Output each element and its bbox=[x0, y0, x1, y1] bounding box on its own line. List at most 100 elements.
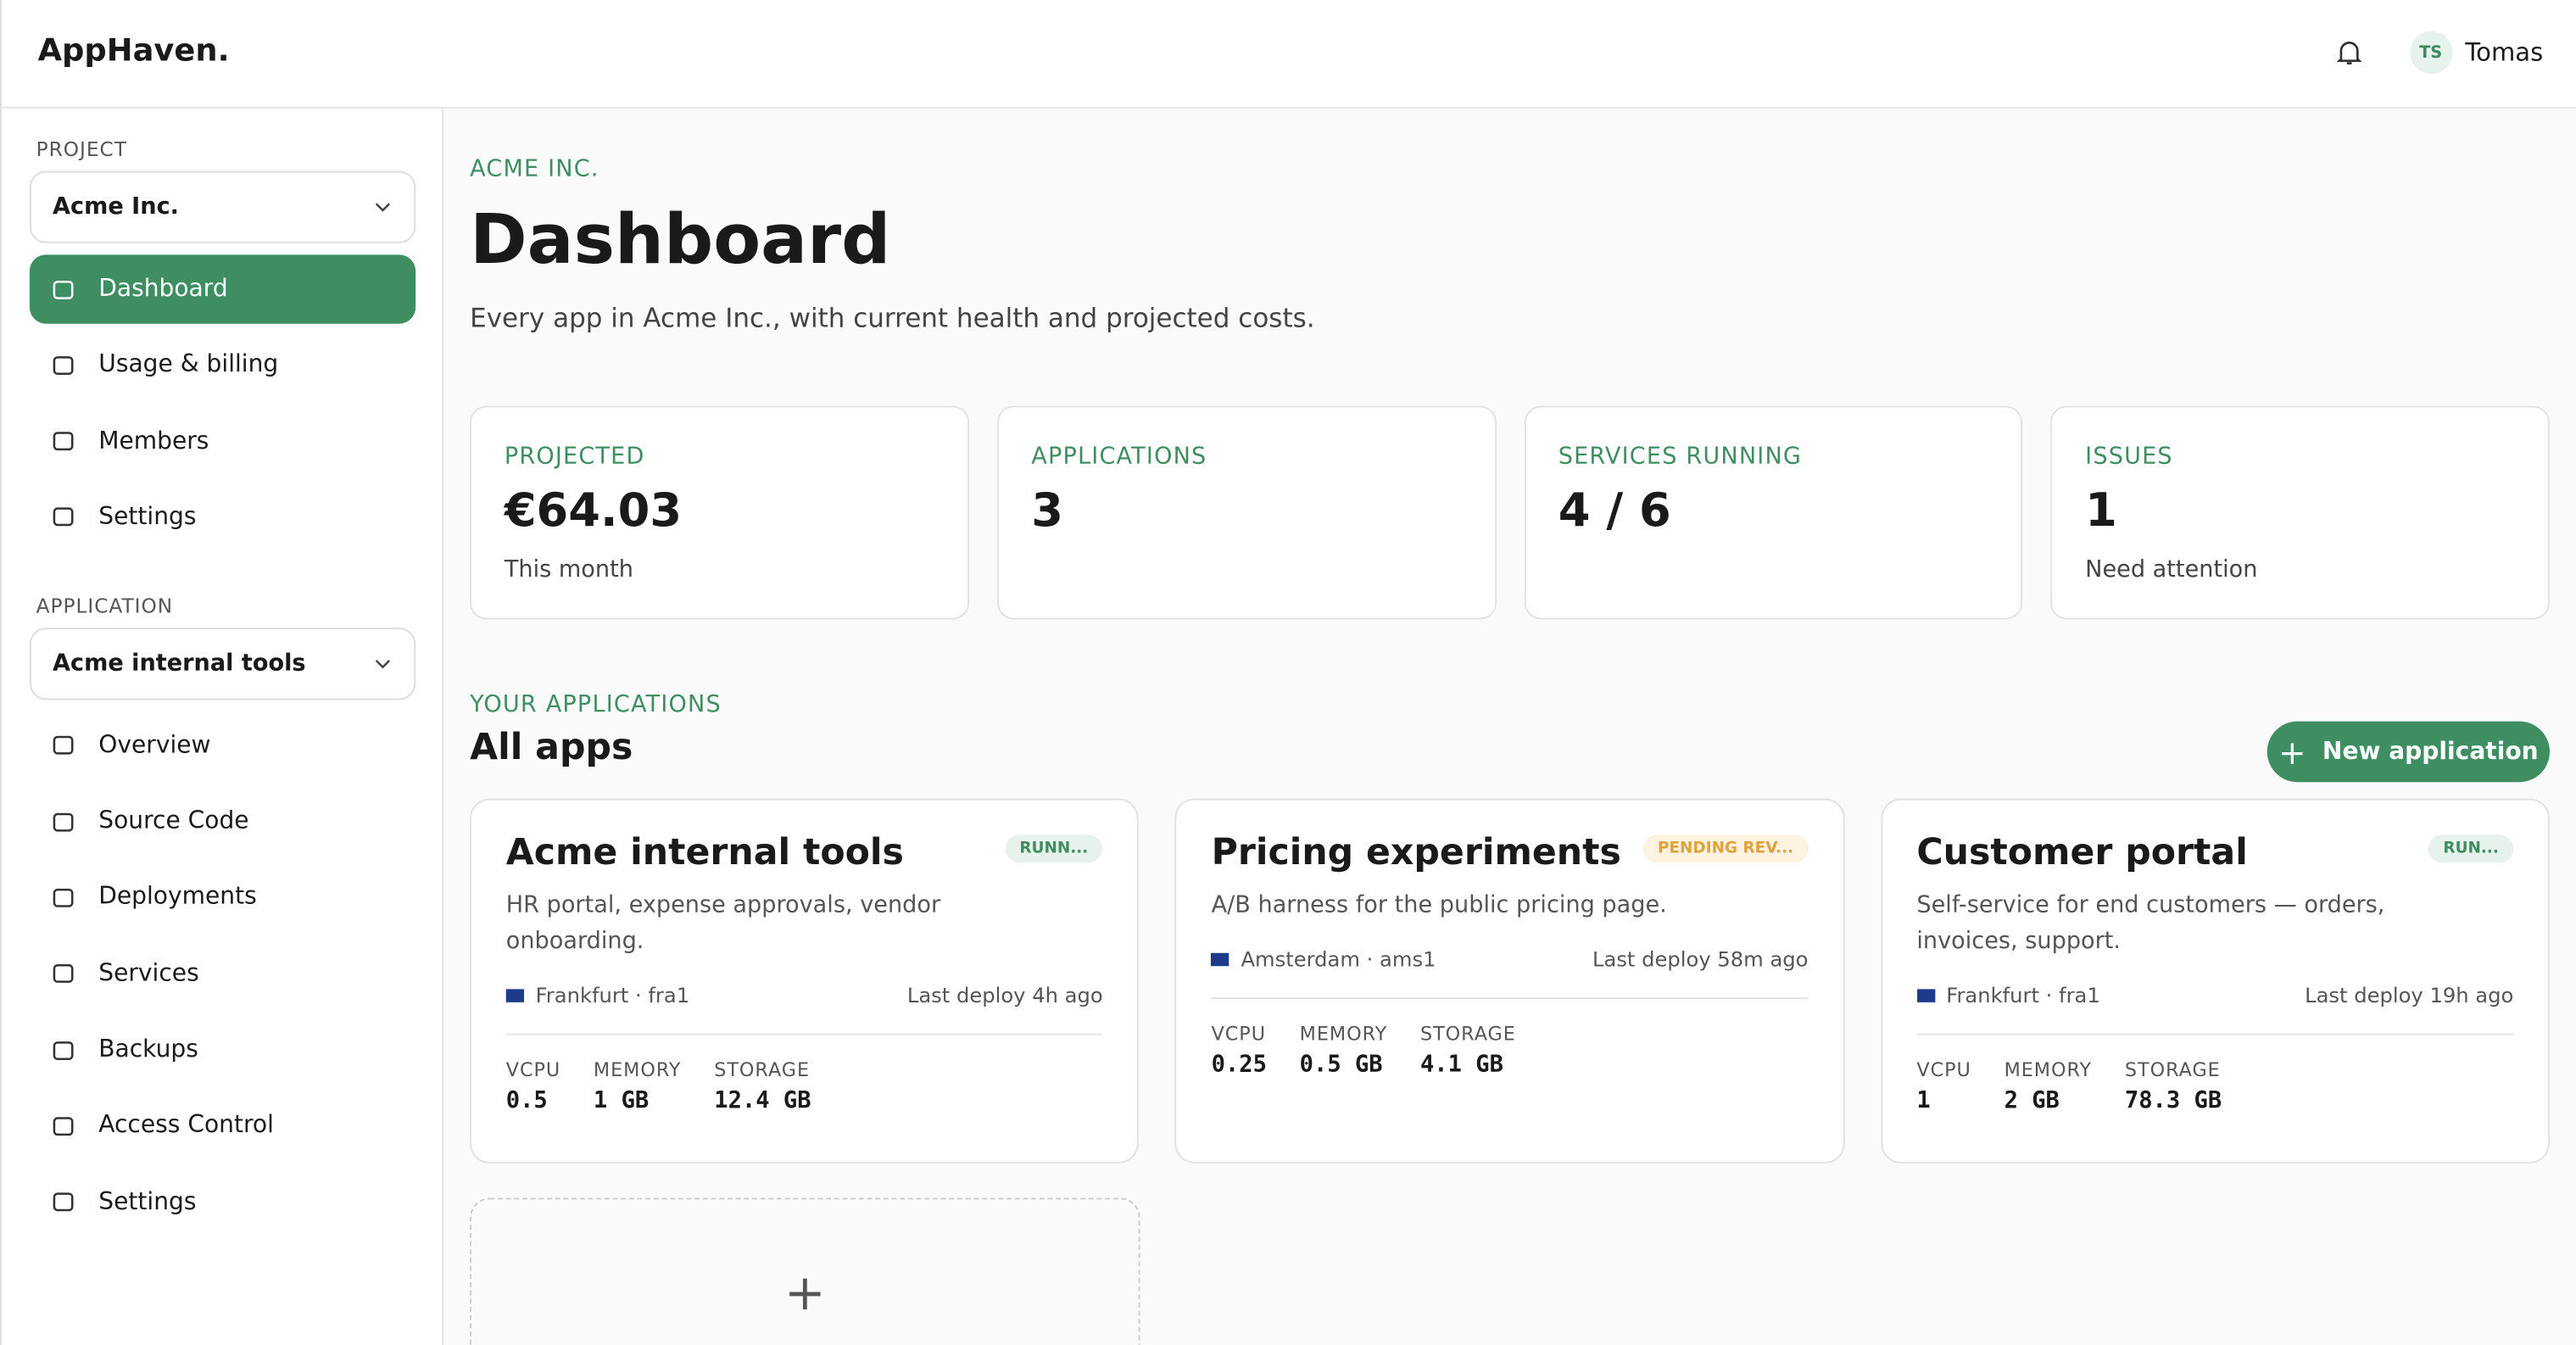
new-app-button[interactable]: + New application bbox=[2267, 721, 2550, 783]
nav-item[interactable]: Source Code bbox=[30, 787, 415, 856]
nav-item[interactable]: Usage & billing bbox=[30, 331, 415, 399]
nav-item[interactable]: Dashboard bbox=[29, 254, 416, 324]
user-name[interactable]: Tomas bbox=[2465, 37, 2544, 68]
spec-value: 12.4 GB bbox=[714, 1087, 811, 1114]
last-deploy: Last deploy 19h ago bbox=[2305, 982, 2514, 1007]
project-select[interactable]: Acme Inc. bbox=[29, 170, 416, 243]
nav-label: Access Control bbox=[98, 1113, 274, 1140]
location-text: Amsterdam · ams1 bbox=[1241, 946, 1436, 972]
nav-label: Settings bbox=[98, 1189, 197, 1216]
stat-note: This month bbox=[504, 556, 633, 583]
nav-label: Settings bbox=[98, 504, 197, 531]
last-deploy: Last deploy 4h ago bbox=[906, 982, 1103, 1007]
plus-icon: + bbox=[2278, 732, 2306, 772]
select-value: Acme internal tools bbox=[53, 650, 306, 678]
section-label: PROJECT bbox=[36, 137, 127, 161]
eyebrow: YOUR APPLICATIONS bbox=[470, 691, 722, 718]
stat-value: 4 / 6 bbox=[1558, 483, 1671, 538]
flag bbox=[505, 989, 525, 1002]
eyebrow: ACME INC. bbox=[470, 156, 599, 183]
add-app-card[interactable]: + bbox=[470, 1197, 1140, 1345]
spec-value: 0.5 bbox=[505, 1087, 548, 1114]
stat-card: SERVICES RUNNING 4 / 6 bbox=[1524, 405, 2023, 620]
status-badge: RUN... bbox=[2428, 834, 2514, 863]
chevron bbox=[375, 659, 391, 669]
stat-note: Need attention bbox=[2085, 556, 2258, 583]
spec: VCPU 1 bbox=[1916, 1058, 1971, 1114]
stat-value: 1 bbox=[2085, 483, 2117, 538]
app-description: A/B harness for the public pricing page. bbox=[1211, 892, 1667, 919]
nav-label: Source Code bbox=[98, 808, 249, 835]
location: Frankfurt · fra1 bbox=[1916, 983, 2100, 1007]
user-area[interactable]: TS Tomas bbox=[2333, 31, 2544, 75]
last-deploy: Last deploy 58m ago bbox=[1592, 946, 1809, 972]
stat-value: 3 bbox=[1031, 483, 1064, 538]
spec: STORAGE 12.4 GB bbox=[714, 1058, 811, 1114]
nav-item[interactable]: Overview bbox=[30, 712, 415, 780]
nav-icon bbox=[53, 812, 74, 832]
location: Amsterdam · ams1 bbox=[1211, 946, 1436, 972]
button-label: New application bbox=[2322, 738, 2539, 765]
spec: MEMORY 1 GB bbox=[594, 1058, 682, 1114]
nav-item[interactable]: Settings bbox=[30, 483, 415, 551]
spec-label: VCPU bbox=[1211, 1022, 1266, 1046]
spec-label: MEMORY bbox=[593, 1058, 682, 1081]
spec: MEMORY 0.5 GB bbox=[1300, 1022, 1388, 1078]
application-select[interactable]: Acme internal tools bbox=[29, 627, 416, 700]
app-meta: Frankfurt · fra1 Last deploy 19h ago bbox=[1916, 982, 2514, 1035]
app-name: Pricing experiments bbox=[1211, 833, 1621, 874]
select-value: Acme Inc. bbox=[53, 193, 179, 220]
app-card[interactable]: Pricing experiments PENDING REV... A/B har… bbox=[1174, 798, 1845, 1164]
app-meta: Frankfurt · fra1 Last deploy 4h ago bbox=[505, 982, 1103, 1035]
spec: STORAGE 78.3 GB bbox=[2125, 1058, 2222, 1114]
bell-icon[interactable] bbox=[2333, 38, 2363, 68]
app-meta: Amsterdam · ams1 Last deploy 58m ago bbox=[1211, 946, 1809, 999]
section-title: All apps bbox=[470, 728, 633, 769]
app-card[interactable]: Customer portal RUN... Self-service for en… bbox=[1880, 798, 2550, 1164]
location-text: Frankfurt · fra1 bbox=[535, 982, 690, 1007]
header: AppHaven. TS Tomas bbox=[0, 0, 2576, 109]
stat-label: SERVICES RUNNING bbox=[1558, 444, 1803, 471]
nav-icon bbox=[53, 1116, 74, 1136]
page-title: Dashboard bbox=[470, 198, 891, 280]
nav-label: Members bbox=[98, 427, 209, 455]
specs: VCPU 0.5 MEMORY 1 GB STORAGE 12.4 GB bbox=[506, 1058, 1103, 1114]
status-badge: RUNN... bbox=[1004, 834, 1103, 863]
nav-item[interactable]: Settings bbox=[30, 1168, 415, 1236]
nav-icon bbox=[53, 888, 74, 907]
spec-value: 0.25 bbox=[1211, 1052, 1267, 1078]
nav-item[interactable]: Access Control bbox=[30, 1091, 415, 1160]
section-label: APPLICATION bbox=[36, 594, 174, 618]
specs: VCPU 0.25 MEMORY 0.5 GB STORAGE 4.1 GB bbox=[1212, 1022, 1809, 1078]
spec: VCPU 0.25 bbox=[1212, 1022, 1267, 1078]
spec-label: VCPU bbox=[505, 1058, 561, 1081]
stat-card: APPLICATIONS 3 bbox=[996, 405, 1497, 620]
nav-icon bbox=[53, 280, 74, 299]
spec-label: MEMORY bbox=[2004, 1058, 2093, 1081]
app-name: Acme internal tools bbox=[505, 833, 904, 874]
stats: PROJECTED €64.03 This month APPLICATIONS 3 SE… bbox=[470, 405, 2550, 620]
nav-label: Overview bbox=[98, 732, 211, 759]
avatar[interactable]: TS bbox=[2409, 31, 2452, 75]
spec-label: STORAGE bbox=[1419, 1022, 1516, 1046]
nav-item[interactable]: Deployments bbox=[30, 863, 415, 932]
nav-label: Deployments bbox=[98, 885, 257, 912]
brand[interactable]: AppHaven. bbox=[37, 32, 230, 70]
spec-value: 1 GB bbox=[593, 1087, 650, 1114]
nav-item[interactable]: Backups bbox=[30, 1016, 415, 1085]
spec-label: STORAGE bbox=[714, 1058, 811, 1081]
status-badge: PENDING REV... bbox=[1642, 834, 1809, 863]
app-card[interactable]: Acme internal tools RUNN... HR portal, exp… bbox=[470, 798, 1140, 1164]
flag bbox=[1211, 952, 1229, 967]
spec-value: 78.3 GB bbox=[2124, 1087, 2222, 1114]
spec-value: 0.5 GB bbox=[1299, 1052, 1383, 1078]
nav-item[interactable]: Services bbox=[30, 940, 415, 1008]
nav-icon bbox=[53, 1041, 74, 1060]
nav-icon bbox=[53, 355, 74, 375]
location: Frankfurt · fra1 bbox=[505, 982, 690, 1007]
nav-icon bbox=[53, 1192, 74, 1212]
nav-item[interactable]: Members bbox=[30, 407, 415, 476]
spec: VCPU 0.5 bbox=[506, 1058, 560, 1114]
app-name: Customer portal bbox=[1916, 833, 2248, 874]
stat-value: €64.03 bbox=[504, 483, 683, 538]
